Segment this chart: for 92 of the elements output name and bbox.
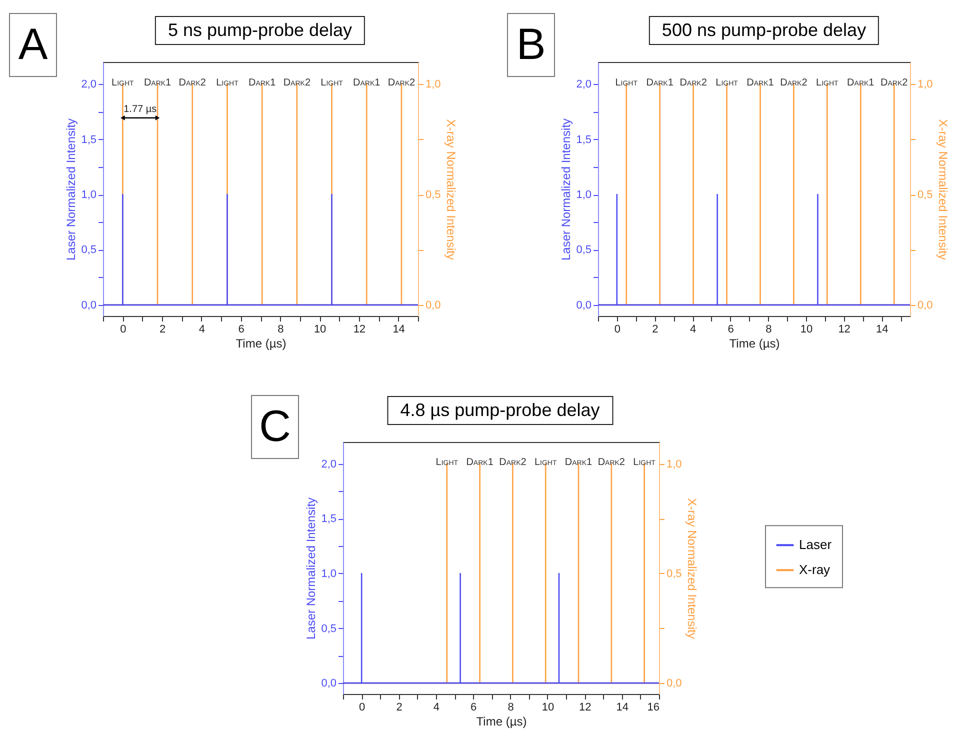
x-tick-label: 12 [579,702,592,714]
y2-tick-label: 0,0 [426,299,441,312]
x-axis-title: Time (µs) [729,336,780,350]
y-tick-label: 0,5 [321,622,336,635]
x-tick-label: 6 [238,324,244,336]
y-axis-title: Laser Normalized Intensity [559,118,574,261]
annotation: Dark2 [283,77,311,88]
x-tick-label: 12 [353,324,366,336]
x-tick-label: 0 [614,324,620,336]
chart-title: 4.8 µs pump-probe delay [387,396,613,425]
y-tick-label: 1,0 [576,189,592,202]
x-tick-label: 10 [314,324,326,336]
annotation: Light [436,457,459,468]
y2-tick-label: 0,5 [426,189,441,202]
annotation: Light [320,77,344,88]
x-tick-label: 4 [433,702,440,714]
x-tick-label: 14 [616,702,628,714]
annotation: Light [112,77,135,88]
x-tick-label: 2 [160,324,166,336]
y-tick-label: 2,0 [81,78,96,91]
x-tick-label: 14 [392,324,405,336]
y2-tick-label: 1,0 [426,78,441,91]
x-tick-label: 4 [690,324,696,336]
y-tick-label: 1,0 [81,189,96,202]
x-tick-label: 10 [542,702,554,714]
annotation: Light [615,77,638,88]
y2-tick-label: 0,5 [918,189,933,202]
y-tick-label: 0,5 [576,244,592,256]
annotation: Dark1 [466,457,494,468]
y2-tick-label: 1,0 [918,78,933,91]
annotation: Light [816,77,840,88]
annotation: Dark1 [564,457,593,468]
annotation: Dark2 [388,77,416,88]
annotation: Dark2 [178,77,206,88]
annotation: Light [716,77,739,88]
y-tick-label: 0,0 [576,299,592,312]
y-tick-label: 1,5 [321,513,336,526]
y2-axis-title: X-ray Normalized Intensity [444,119,458,260]
text: B [507,13,555,77]
x-tick-label: 6 [470,702,477,714]
annotation: Light [633,457,656,468]
annotation: Dark2 [880,77,908,88]
x-tick-label: 8 [278,324,284,336]
y-axis-title: Laser Normalized Intensity [304,497,318,640]
text: A [9,13,57,77]
annotation: Dark1 [353,77,381,88]
y-tick-label: 0,0 [321,678,336,690]
x-tick-label: 2 [652,324,658,336]
y2-tick-label: 0,0 [666,678,682,690]
annotation: 1.77 µs [124,104,157,115]
y-tick-label: 1,5 [81,134,96,146]
annotation: Dark1 [646,77,674,88]
x-tick-label: 8 [508,702,514,714]
x-tick-label: 16 [647,702,660,714]
y-tick-label: 1,5 [576,134,592,146]
annotation: Dark1 [746,77,774,88]
legend-label: X-ray [799,562,831,578]
y-axis-title: Laser Normalized Intensity [64,118,78,261]
chart-title: 500 ns pump-probe delay [648,16,880,45]
x-tick-label: 14 [876,324,888,336]
x-tick-label: 6 [728,324,734,336]
x-tick-label: 0 [359,702,366,714]
y2-tick-label: 1,0 [666,458,682,470]
y2-axis-title: X-ray Normalized Intensity [684,498,699,639]
annotation: Dark2 [598,457,626,468]
x-axis-title: Time (µs) [236,336,286,350]
y-tick-label: 0,5 [81,244,96,256]
annotation: Dark2 [680,77,708,88]
x-tick-label: 10 [800,324,813,336]
annotation: Dark2 [499,457,527,468]
x-tick-label: 8 [766,324,772,336]
x-tick-label: 4 [198,324,205,336]
annotation: Dark1 [847,77,875,88]
y2-axis-title: X-ray Normalized Intensity [936,119,950,260]
annotation: Dark1 [144,77,172,88]
annotation: Dark2 [780,77,808,88]
y-tick-label: 2,0 [321,458,336,470]
annotation: Light [534,457,558,468]
y-tick-label: 2,0 [576,78,592,91]
y2-tick-label: 0,5 [666,568,682,580]
text: C [251,395,299,459]
legend-label: Laser [799,537,832,552]
annotation: Light [216,77,240,88]
x-tick-label: 2 [396,702,402,714]
annotation: Dark1 [248,77,276,88]
chart-title: 5 ns pump-probe delay [154,16,366,45]
x-tick-label: 12 [838,324,850,336]
y-tick-label: 0,0 [81,299,96,312]
x-tick-label: 0 [120,324,126,336]
y-tick-label: 1,0 [321,568,336,580]
x-axis-title: Time (µs) [476,714,527,728]
y2-tick-label: 0,0 [918,299,933,312]
